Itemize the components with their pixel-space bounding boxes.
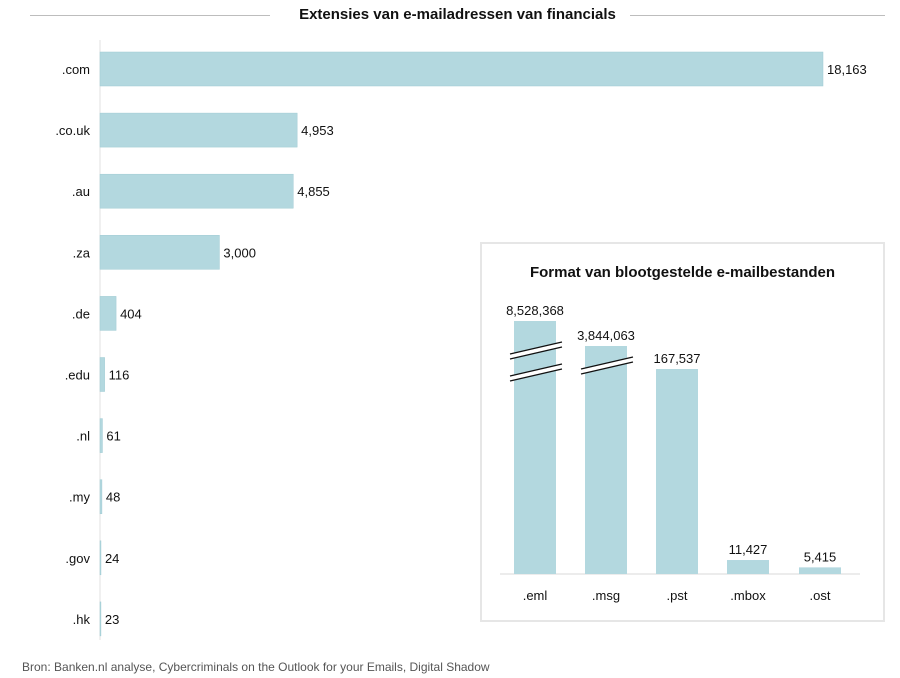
axis-break-gap-eml [510,342,562,359]
value-label-nl: 61 [106,429,120,444]
bar-de [99,296,117,331]
axis-break-line-eml [509,368,563,382]
value-label-msg: 3,844,063 [577,328,635,343]
axis-break-line-eml [509,346,563,360]
axis-break-line-msg [580,361,634,375]
value-label-mbox: 11,427 [729,542,768,557]
bar-au [99,173,294,209]
category-label-gov: .gov [65,551,90,566]
category-label-au: .au [72,184,90,199]
axis-break-gap-eml [510,364,562,381]
bar-gov [99,540,102,576]
bar-com [99,51,824,87]
title-divider-left [30,15,270,16]
value-label-edu: 116 [109,368,130,383]
value-label-gov: 24 [105,551,119,566]
bar-eml [514,321,556,574]
axis-break-gap-msg [581,357,633,374]
value-label-couk: 4,953 [301,123,334,138]
category-label-nl: .nl [76,429,90,444]
inset-chart-title: Format van blootgestelde e-mailbestanden [529,264,836,281]
category-label-eml: .eml [523,588,548,603]
bar-pst [656,369,698,574]
file-format-bar-chart: 8,528,368 .eml 3,844,063 .msg 167,537 .pst 11,… [500,303,860,603]
category-label-de: .de [72,306,90,321]
bar-ost [799,567,841,574]
category-label-msg: .msg [592,588,620,603]
value-label-au: 4,855 [297,184,330,199]
bar-mbox [727,560,769,574]
bar-nl [99,418,103,453]
category-label-my: .my [69,490,90,505]
extensions-bar-chart: .com 18,163 .co.uk 4,953 .au 4,855 .za 3,000 .de… [55,40,867,640]
category-label-com: .com [62,62,90,77]
category-label-edu: .edu [65,368,90,383]
value-label-za: 3,000 [223,245,256,260]
bar-hk [99,601,102,637]
value-label-eml: 8,528,368 [506,303,564,318]
value-label-ost: 5,415 [804,549,837,564]
category-label-pst: .pst [667,588,688,603]
axis-break-line-msg [580,356,634,370]
value-label-hk: 23 [105,612,119,627]
main-chart-title-row: Extensies van e-mailadressen van financi… [30,4,885,26]
value-label-com: 18,163 [827,62,867,77]
main-chart-title: Extensies van e-mailadressen van financi… [285,6,630,23]
value-label-pst: 167,537 [654,351,701,366]
bar-my [99,479,103,514]
axis-break-line-eml [509,341,563,355]
category-label-za: .za [73,245,91,260]
axis-break-line-eml [509,363,563,377]
bar-couk [99,112,298,148]
category-label-ost: .ost [810,588,831,603]
bar-msg [585,346,627,574]
category-label-mbox: .mbox [730,588,766,603]
bar-edu [99,357,105,392]
category-label-hk: .hk [73,612,91,627]
category-label-co-uk: .co.uk [55,123,90,138]
title-divider-right [630,15,885,16]
bar-za [99,235,220,270]
inset-chart-panel: 8,528,368 .eml 3,844,063 .msg 167,537 .pst 11,… [480,242,885,622]
value-label-my: 48 [106,490,120,505]
source-note: Bron: Banken.nl analyse, Cybercriminals … [22,660,490,674]
value-label-de: 404 [120,306,142,321]
